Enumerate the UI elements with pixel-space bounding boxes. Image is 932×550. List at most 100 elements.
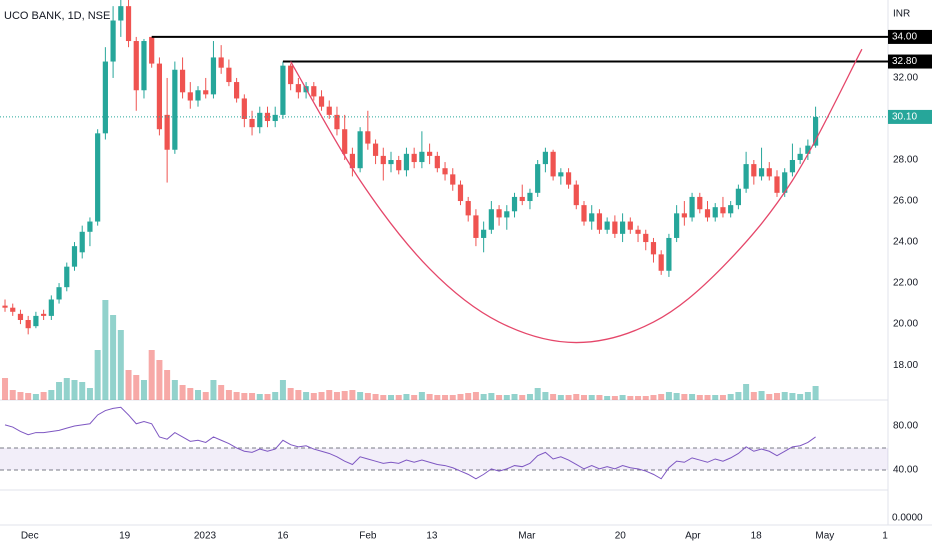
candle-body: [64, 266, 70, 288]
volume-bar: [395, 395, 402, 400]
y-tick-label: 28.00: [893, 155, 918, 166]
x-tick-label: 16: [277, 531, 289, 542]
volume-bar: [719, 395, 726, 400]
volume-bar: [735, 392, 742, 400]
volume-bar: [673, 393, 680, 400]
volume-bar: [712, 395, 719, 400]
volume-bar: [804, 392, 811, 400]
volume-bar: [534, 388, 541, 400]
volume-bar: [650, 395, 657, 400]
volume-bar: [557, 395, 564, 400]
candle-body: [797, 153, 803, 160]
volume-bar: [17, 392, 24, 400]
volume-bar: [133, 375, 140, 400]
candle-body: [56, 287, 62, 300]
volume-bar: [434, 395, 441, 400]
volume-bar: [573, 394, 580, 400]
candle-body: [95, 133, 101, 222]
candle-body: [133, 41, 139, 91]
candle-body: [643, 233, 649, 243]
volume-bar: [210, 380, 217, 400]
volume-bar: [264, 394, 271, 400]
volume-bar: [766, 394, 773, 400]
volume-bar: [503, 395, 510, 400]
volume-bar: [333, 392, 340, 400]
volume-bar: [233, 392, 240, 400]
volume-bar: [79, 382, 86, 400]
volume-bar: [156, 360, 163, 400]
volume-bar: [418, 392, 425, 400]
y-tick-label: 22.00: [893, 278, 918, 289]
candle-body: [71, 246, 78, 267]
volume-bar: [580, 395, 587, 400]
volume-bar: [488, 393, 495, 400]
candle-body: [712, 207, 718, 218]
last-price-badge: [888, 109, 932, 124]
candle-body: [372, 143, 379, 156]
candle-body: [241, 98, 247, 119]
candle-body: [812, 116, 819, 146]
volume-bar: [32, 394, 39, 400]
candle-body: [573, 184, 579, 206]
volume-bar: [388, 395, 395, 400]
candle-body: [612, 221, 618, 234]
volume-bar: [40, 392, 47, 400]
x-tick-label: May: [815, 531, 834, 542]
candle-body: [272, 114, 278, 122]
volume-bar: [279, 380, 286, 400]
candle-body: [658, 254, 664, 271]
candle-body: [627, 221, 633, 230]
volume-bar: [364, 393, 371, 400]
candle-body: [442, 168, 448, 175]
volume-bar: [511, 394, 518, 400]
candle-body: [403, 153, 410, 171]
volume-bar: [457, 394, 464, 400]
volume-bar: [9, 390, 16, 400]
volume-bar: [681, 394, 688, 400]
volume-bar: [171, 380, 178, 400]
candle-body: [156, 63, 163, 130]
pane3-tick-label: 0.0000: [892, 513, 923, 524]
x-tick-label: 20: [615, 531, 627, 542]
volume-bar: [48, 390, 55, 400]
volume-bar: [272, 392, 279, 400]
candle-body: [164, 114, 170, 150]
candle-body: [33, 315, 39, 327]
candle-body: [396, 160, 402, 171]
candle-body: [2, 305, 8, 308]
volume-bar: [588, 395, 595, 400]
candle-body: [488, 209, 494, 230]
candle-body: [728, 205, 734, 214]
y-tick-label: 24.00: [893, 237, 918, 248]
volume-bar: [665, 392, 672, 400]
candle-body: [604, 221, 610, 230]
x-tick-label: Apr: [685, 531, 701, 542]
candle-body: [720, 207, 726, 214]
volume-bar: [696, 395, 703, 400]
volume-bar: [480, 394, 487, 400]
candle-body: [326, 106, 332, 115]
volume-bar: [604, 396, 611, 400]
candle-body: [565, 172, 572, 185]
candle-body: [782, 172, 788, 193]
candle-body: [743, 164, 749, 189]
volume-bar: [117, 330, 124, 400]
volume-bar: [25, 393, 32, 400]
candle-body: [118, 6, 124, 21]
candle-body: [774, 176, 780, 193]
volume-bar: [218, 385, 225, 400]
candle-body: [288, 65, 294, 85]
candle-body: [280, 65, 286, 115]
candle-body: [17, 313, 24, 320]
volume-bar: [341, 391, 348, 400]
y-tick-label: 18.00: [893, 360, 918, 371]
volume-bar: [411, 395, 418, 400]
volume-bar: [63, 378, 70, 400]
candle-body: [234, 82, 240, 99]
volume-bar: [449, 395, 456, 400]
candle-body: [697, 196, 703, 210]
volume-bar: [256, 394, 263, 400]
volume-bar: [318, 392, 325, 400]
candle-body: [419, 151, 425, 163]
